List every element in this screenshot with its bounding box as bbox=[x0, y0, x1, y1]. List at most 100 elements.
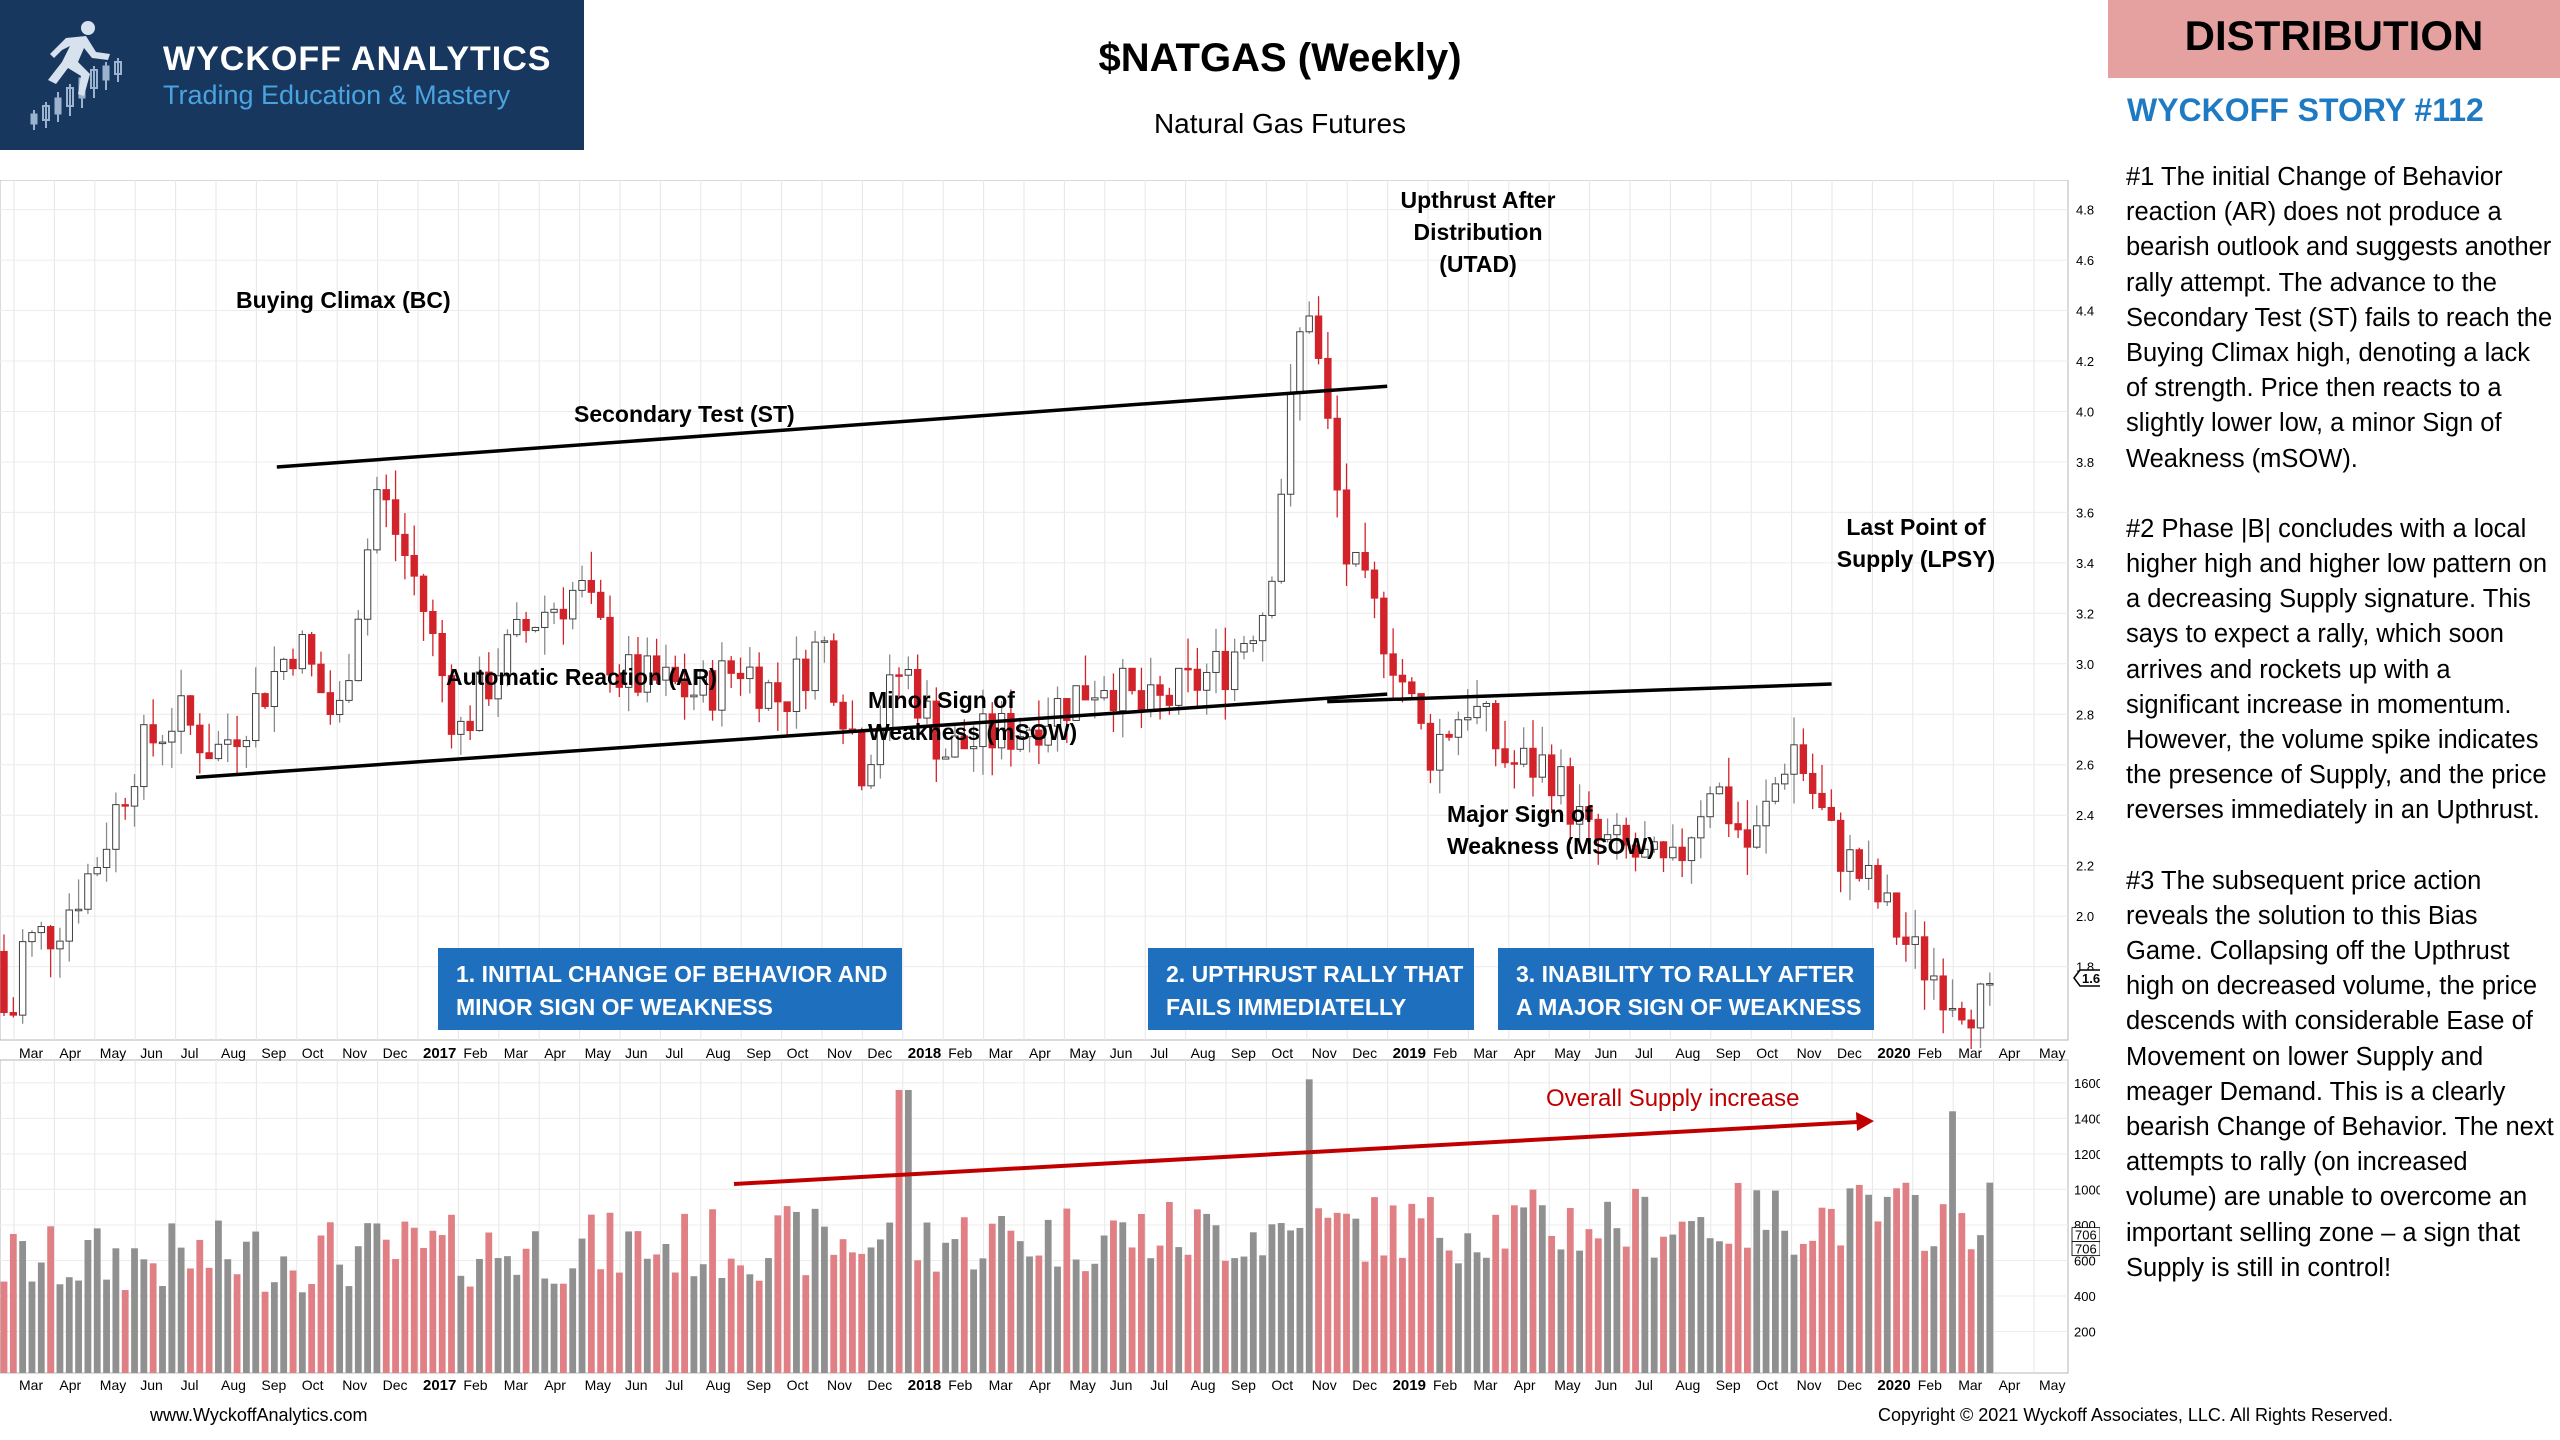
candle-body bbox=[1613, 824, 1621, 836]
volume-bar bbox=[1753, 1190, 1761, 1373]
candle-body bbox=[615, 674, 624, 688]
volume-bar bbox=[597, 1269, 605, 1373]
price-tick-label: 3.4 bbox=[2076, 556, 2094, 571]
annotation-lpsy: Last Point of Supply (LPSY) bbox=[1837, 514, 1995, 572]
volume-bar bbox=[1706, 1238, 1714, 1373]
narrative-panel: #1 The initial Change of Behavior reacti… bbox=[2126, 160, 2556, 1321]
candle-body bbox=[997, 712, 1006, 749]
candle-body bbox=[513, 618, 521, 636]
candle-body bbox=[1706, 793, 1714, 818]
candle-body bbox=[1846, 849, 1854, 872]
x-tick-label: Mar bbox=[1473, 1377, 1497, 1393]
x-tick-label: May bbox=[585, 1377, 611, 1393]
x-tick-label: Apr bbox=[1029, 1045, 1051, 1061]
candle-body bbox=[1585, 806, 1593, 820]
candle-body bbox=[559, 608, 568, 620]
candle-body bbox=[1398, 674, 1407, 683]
x-tick-label: Jun bbox=[625, 1045, 648, 1061]
candle-body bbox=[1100, 690, 1108, 699]
candle-body bbox=[960, 735, 968, 750]
volume-bar bbox=[457, 1275, 465, 1373]
candle-body bbox=[112, 804, 120, 850]
volume-bar bbox=[988, 1223, 996, 1373]
volume-bar bbox=[1016, 1241, 1024, 1373]
price-tick-label: 4.4 bbox=[2076, 304, 2094, 319]
x-tick-label: May bbox=[1554, 1045, 1580, 1061]
volume-bar bbox=[718, 1277, 726, 1373]
candle-body bbox=[317, 663, 325, 694]
volume-bar bbox=[1678, 1221, 1686, 1373]
candle-body bbox=[1464, 717, 1472, 721]
x-tick-label: Mar bbox=[989, 1045, 1013, 1061]
volume-bar bbox=[1837, 1245, 1845, 1373]
footer-website[interactable]: www.WyckoffAnalytics.com bbox=[150, 1405, 368, 1425]
volume-bar bbox=[9, 1233, 17, 1373]
candle-body bbox=[37, 926, 45, 934]
volume-bar bbox=[410, 1227, 418, 1373]
chart-subtitle: Natural Gas Futures bbox=[1153, 108, 1407, 139]
candle-body bbox=[1529, 747, 1537, 778]
candle-body bbox=[1221, 650, 1230, 691]
volume-bar bbox=[1408, 1203, 1416, 1373]
x-tick-label: Jul bbox=[665, 1377, 683, 1393]
volume-bar bbox=[75, 1280, 82, 1373]
x-tick-label: Jul bbox=[181, 1377, 199, 1393]
volume-bar bbox=[587, 1214, 595, 1373]
volume-bar bbox=[1082, 1271, 1089, 1373]
candle-body bbox=[932, 700, 941, 760]
candle-body bbox=[438, 632, 446, 677]
candle-body bbox=[811, 641, 819, 692]
volume-bar bbox=[1874, 1221, 1882, 1373]
volume-bar bbox=[671, 1272, 679, 1373]
volume-bar bbox=[951, 1239, 959, 1373]
candle-body bbox=[1753, 825, 1761, 848]
footer-copyright: Copyright © 2021 Wyckoff Associates, LLC… bbox=[1878, 1405, 2394, 1425]
candle-body bbox=[913, 669, 922, 719]
candle-body bbox=[1324, 357, 1332, 419]
x-tick-label: Mar bbox=[504, 1045, 528, 1061]
candle-body bbox=[1147, 684, 1155, 711]
volume-bar bbox=[1100, 1235, 1108, 1373]
candle-body bbox=[140, 724, 148, 788]
annotation-lpsy-line1: Last Point of bbox=[1846, 514, 1986, 540]
price-tick-label: 4.8 bbox=[2076, 203, 2094, 218]
volume-bar bbox=[1688, 1221, 1695, 1373]
x-tick-label: Aug bbox=[1675, 1045, 1700, 1061]
candle-body bbox=[252, 693, 260, 742]
volume-bar bbox=[1827, 1208, 1835, 1373]
x-tick-label: Sep bbox=[746, 1377, 771, 1393]
candle-body bbox=[606, 616, 614, 676]
volume-bar bbox=[681, 1213, 688, 1373]
volume-bar bbox=[1399, 1257, 1406, 1373]
candlesticks bbox=[0, 296, 1994, 1049]
annotation-msow-line2: Weakness (mSOW) bbox=[868, 719, 1077, 745]
candle-body bbox=[522, 618, 530, 632]
candle-body bbox=[569, 589, 577, 620]
candle-body bbox=[1715, 786, 1724, 795]
candle-body bbox=[1799, 744, 1808, 774]
candle-body bbox=[354, 618, 362, 682]
volume-bar bbox=[1268, 1224, 1276, 1373]
candle-body bbox=[587, 580, 596, 593]
volume-bar bbox=[1734, 1182, 1742, 1373]
volume-bar bbox=[1725, 1243, 1733, 1373]
volume-bar bbox=[1324, 1217, 1332, 1373]
volume-bar bbox=[1669, 1234, 1677, 1373]
x-tick-label: Mar bbox=[19, 1377, 43, 1393]
supply-arrowhead bbox=[1856, 1112, 1874, 1131]
candle-body bbox=[624, 654, 633, 688]
candle-body bbox=[345, 680, 353, 701]
volume-bar bbox=[1044, 1219, 1052, 1373]
x-tick-label: Jun bbox=[625, 1377, 648, 1393]
volume-bar bbox=[513, 1274, 521, 1373]
candle-body bbox=[1035, 729, 1043, 746]
annotation-lpsy-line2: Supply (LPSY) bbox=[1837, 546, 1995, 572]
x-tick-label: Apr bbox=[1999, 1045, 2021, 1061]
candle-body bbox=[242, 740, 251, 748]
price-tick-label: 2.0 bbox=[2076, 909, 2094, 924]
candle-body bbox=[102, 848, 111, 869]
x-tick-label: Dec bbox=[1837, 1377, 1862, 1393]
candle-body bbox=[1557, 766, 1565, 797]
candle-body bbox=[1249, 640, 1257, 644]
candle-body bbox=[1510, 762, 1519, 765]
